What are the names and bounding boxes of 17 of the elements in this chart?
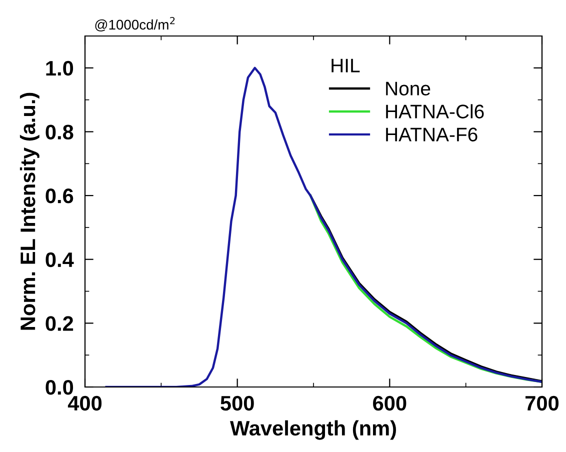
x-tick-label: 700 — [526, 396, 559, 411]
y-tick-label: 0.2 — [46, 316, 74, 331]
y-tick-label: 1.0 — [46, 60, 74, 76]
y-tick-label: 0.8 — [46, 124, 74, 140]
legend-label: None — [386, 82, 430, 96]
legend-label: HATNA-Cl6 — [386, 104, 484, 118]
x-tick-label: 500 — [220, 396, 254, 411]
x-axis-title: Wavelength (nm) — [230, 420, 396, 440]
x-tick-label: 600 — [373, 396, 406, 411]
legend-title: HIL — [332, 58, 360, 72]
y-axis-title: Norm. EL Intensity (a.u.) — [20, 92, 40, 330]
legend-label: HATNA-F6 — [386, 128, 478, 142]
y-tick-label: 0.0 — [46, 380, 74, 395]
text: @1000cd/m$^{2}$ — [95, 16, 175, 32]
x-tick-label: 400 — [68, 396, 102, 411]
y-tick-label: 0.4 — [46, 252, 74, 268]
y-tick-label: 0.6 — [46, 188, 74, 204]
